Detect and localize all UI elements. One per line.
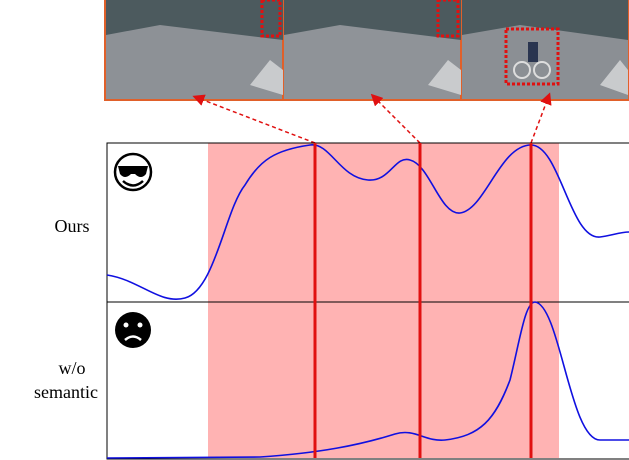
arrow bbox=[192, 94, 316, 144]
row-label: Ours bbox=[55, 216, 90, 236]
panel bbox=[106, 301, 629, 460]
frame-strip bbox=[104, 0, 629, 101]
ramp bbox=[600, 60, 628, 95]
building bbox=[106, 0, 283, 40]
detection-box bbox=[260, 0, 282, 38]
bike-wheel bbox=[533, 61, 551, 79]
detection-box bbox=[504, 27, 560, 86]
sad-emoji bbox=[115, 312, 151, 348]
arrow bbox=[530, 92, 552, 144]
curve bbox=[106, 144, 629, 300]
cyclist bbox=[528, 42, 538, 62]
bike-wheel bbox=[513, 61, 531, 79]
arrows bbox=[192, 92, 552, 144]
row-label: semantic bbox=[34, 382, 98, 402]
highlight-region bbox=[208, 143, 559, 458]
detection-box bbox=[436, 0, 460, 38]
happy-emoji bbox=[113, 152, 153, 192]
ramp bbox=[250, 60, 283, 95]
curve bbox=[106, 301, 629, 459]
event-lines bbox=[313, 143, 533, 458]
building bbox=[462, 0, 628, 40]
row-label: w/o bbox=[59, 358, 86, 378]
ramp bbox=[428, 60, 461, 95]
arrow bbox=[370, 93, 421, 144]
building bbox=[284, 0, 461, 40]
